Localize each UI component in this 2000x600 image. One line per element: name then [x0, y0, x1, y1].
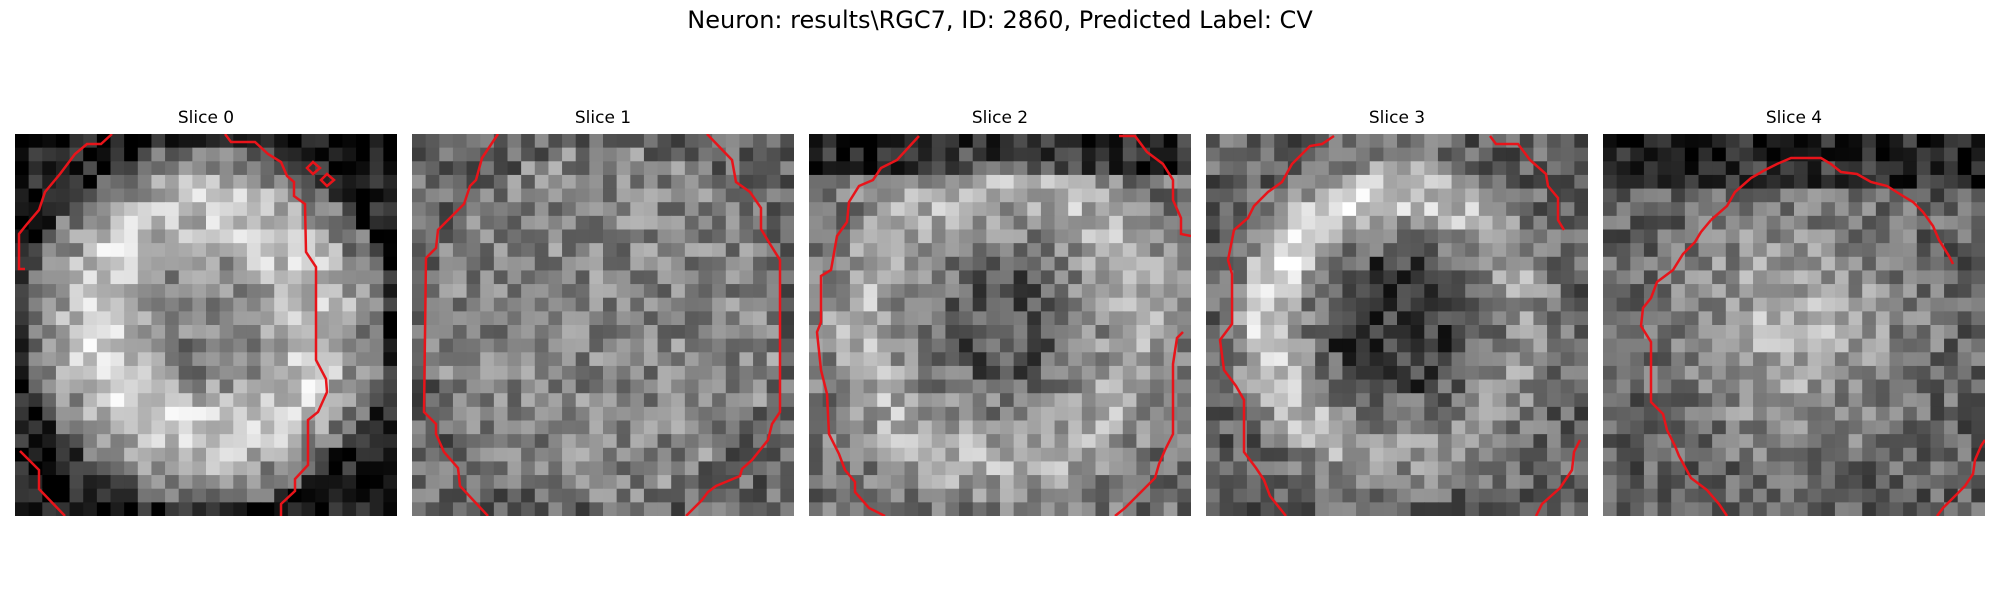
slice-title-2: Slice 2 — [971, 108, 1029, 128]
slice-title-4: Slice 4 — [1765, 108, 1823, 128]
contour-line — [19, 450, 66, 516]
contour-line — [815, 135, 920, 516]
contour-line — [224, 134, 329, 516]
slice-image-3 — [1206, 134, 1588, 516]
contour-line — [1218, 134, 1335, 516]
slice-image-2 — [809, 134, 1191, 516]
contour-line — [1639, 219, 1729, 516]
contour-line — [305, 160, 322, 176]
contour-line — [1119, 134, 1191, 238]
slice-title-3: Slice 3 — [1368, 108, 1426, 128]
contour-line — [319, 172, 336, 188]
slice-panel-0: Slice 0 — [15, 108, 397, 520]
contour-line — [1936, 439, 1985, 516]
slice-image-4 — [1603, 134, 1985, 516]
contour-line — [1534, 439, 1582, 516]
slice-panel-1: Slice 1 — [412, 108, 794, 520]
contour-line — [422, 134, 500, 516]
slice-panel-4: Slice 4 — [1603, 108, 1985, 520]
contour-line — [685, 134, 782, 516]
slice-title-1: Slice 1 — [574, 108, 632, 128]
slice-title-0: Slice 0 — [177, 108, 235, 128]
slice-image-1 — [412, 134, 794, 516]
slice-image-0 — [15, 134, 397, 516]
figure-title: Neuron: results\RGC7, ID: 2860, Predicte… — [687, 6, 1313, 34]
slice-panel-3: Slice 3 — [1206, 108, 1588, 520]
contour-line — [17, 134, 113, 271]
contour-line — [1710, 156, 1955, 265]
contour-line — [1114, 331, 1184, 516]
contour-line — [1489, 135, 1566, 231]
slice-panel-2: Slice 2 — [809, 108, 1191, 520]
